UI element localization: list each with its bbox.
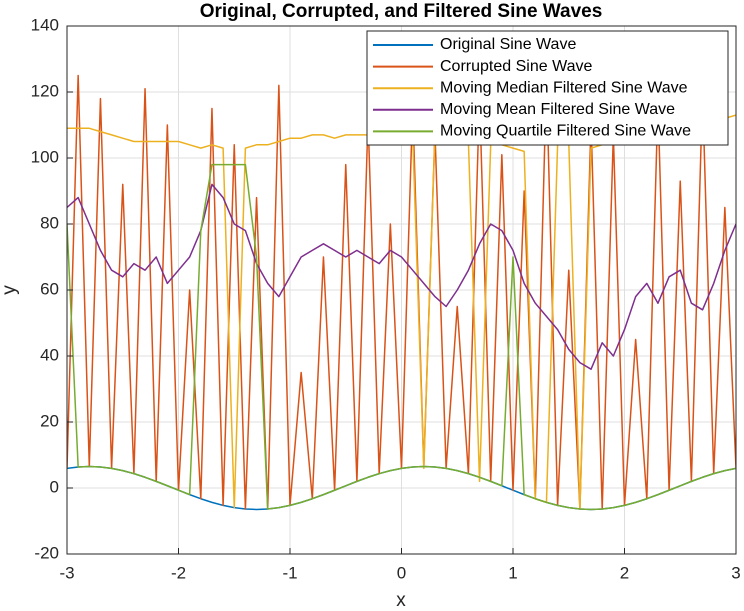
y-tick-label: -20 bbox=[34, 543, 59, 562]
y-tick-label: 60 bbox=[40, 279, 59, 298]
legend-label: Original Sine Wave bbox=[440, 36, 576, 53]
x-tick-label: 0 bbox=[397, 563, 406, 582]
series-line bbox=[67, 163, 736, 511]
chart-title: Original, Corrupted, and Filtered Sine W… bbox=[200, 1, 603, 22]
x-tick-label: -3 bbox=[59, 563, 74, 582]
x-tick-label: 2 bbox=[620, 563, 629, 582]
series-line bbox=[67, 183, 736, 370]
legend-label: Moving Median Filtered Sine Wave bbox=[440, 79, 688, 96]
y-tick-label: 20 bbox=[40, 411, 59, 430]
ticks: -3 -2 -1 0 1 2 3 -20 0 20 40 60 80 100 120 140 bbox=[31, 15, 741, 582]
legend: Original Sine Wave Corrupted Sine Wave Mov… bbox=[366, 30, 729, 146]
legend-label: Corrupted Sine Wave bbox=[440, 58, 592, 75]
y-tick-label: 80 bbox=[40, 213, 59, 232]
legend-label: Moving Mean Filtered Sine Wave bbox=[440, 101, 675, 118]
x-tick-label: -1 bbox=[282, 563, 297, 582]
x-tick-label: 1 bbox=[508, 563, 517, 582]
y-tick-label: 120 bbox=[31, 81, 59, 100]
x-tick-label: 3 bbox=[731, 563, 740, 582]
y-tick-label: 0 bbox=[50, 477, 59, 496]
y-axis-label: y bbox=[0, 285, 20, 295]
y-tick-label: 140 bbox=[31, 15, 59, 34]
y-tick-label: 40 bbox=[40, 345, 59, 364]
x-axis-label: x bbox=[396, 590, 406, 611]
y-tick-label: 100 bbox=[31, 147, 59, 166]
legend-label: Moving Quartile Filtered Sine Wave bbox=[440, 123, 691, 140]
x-tick-label: -2 bbox=[171, 563, 186, 582]
